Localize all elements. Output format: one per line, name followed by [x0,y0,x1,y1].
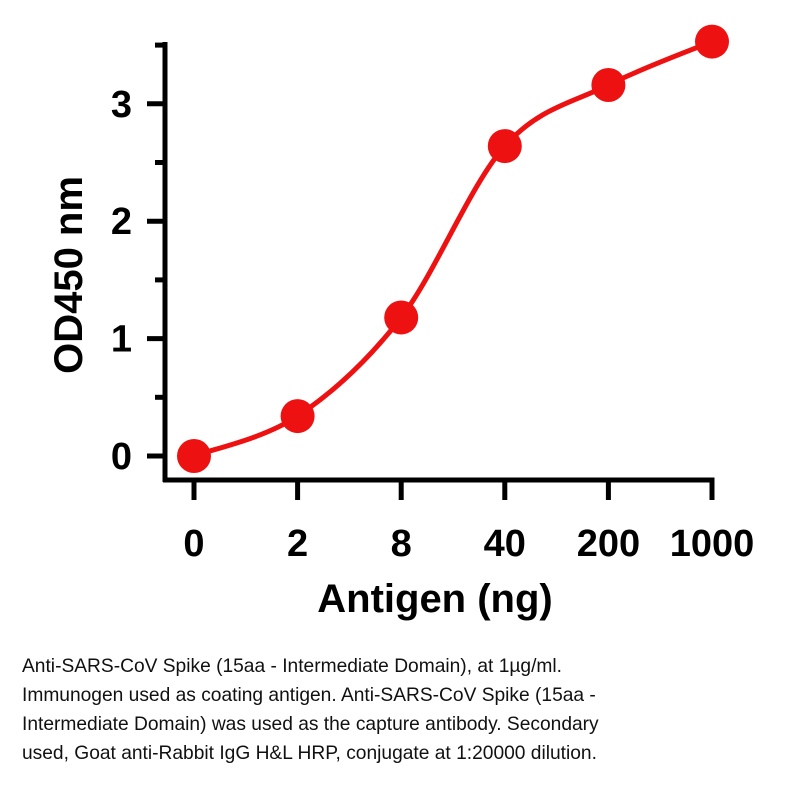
data-point [695,24,729,59]
data-point [177,439,211,473]
x-tick-label: 40 [484,523,526,565]
caption-line: used, Goat anti-Rabbit IgG H&L HRP, conj… [22,743,597,764]
data-point [280,399,315,434]
y-tick-label: 2 [111,201,132,243]
od450-line-chart: 0 1 2 3 0 2 8 40 200 1000 Antigen (ng) OD450 nm [47,24,754,621]
y-tick-label: 1 [111,319,132,361]
data-point [591,68,626,103]
y-tick-label: 3 [111,84,132,126]
data-point [487,129,522,164]
figure-caption: Anti-SARS-CoV Spike (15aa - Intermediate… [22,652,792,768]
caption-line: Immunogen used as coating antigen. Anti-… [22,685,596,706]
curve-layer [191,39,715,459]
caption-line: Intermediate Domain) was used as the cap… [22,714,599,735]
y-tick-label: 0 [111,436,132,478]
x-tick-label: 200 [577,523,640,565]
y-axis-title: OD450 nm [47,176,91,374]
axes [147,42,715,500]
x-tick-label: 1000 [670,523,755,565]
fit-curve [191,39,715,459]
points-layer [177,24,729,473]
x-tick-label: 8 [391,523,412,565]
x-tick-label: 0 [183,523,204,565]
data-point [384,300,419,335]
labels-layer: 0 1 2 3 0 2 8 40 200 1000 [111,84,754,565]
x-tick-label: 2 [287,523,308,565]
x-axis-title: Antigen (ng) [317,577,553,621]
caption-line: Anti-SARS-CoV Spike (15aa - Intermediate… [22,656,562,677]
